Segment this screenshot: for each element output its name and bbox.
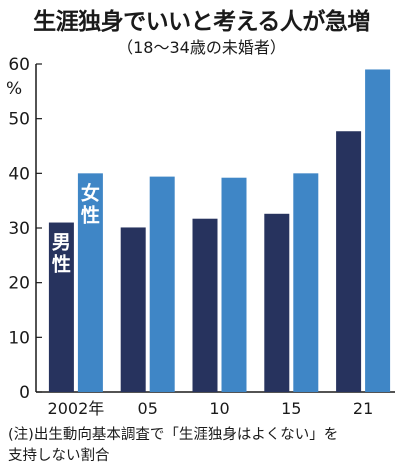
y-tick-label: 20 — [8, 274, 30, 294]
y-tick-label: 50 — [8, 110, 30, 130]
footnote: (注)出生動向基本調査で「生涯独身はよくない」を 支持しない割合 — [8, 425, 400, 467]
bar-female — [365, 69, 391, 392]
series-label-male: 男性 — [52, 232, 71, 276]
bar-male — [336, 131, 362, 393]
bar-female — [293, 173, 319, 392]
chart-title: 生涯独身でいいと考える人が急増 — [33, 9, 370, 35]
y-tick-label: 10 — [8, 328, 30, 348]
x-tick-label: 10 — [209, 399, 229, 418]
chart-subtitle: （18〜34歳の未婚者） — [117, 38, 286, 57]
bar-female — [149, 176, 175, 392]
x-tick-label: 2002年 — [48, 399, 105, 418]
bar-female — [77, 173, 103, 392]
bar-male — [120, 227, 146, 392]
x-tick-label: 21 — [353, 399, 373, 418]
bar-male — [48, 222, 74, 392]
x-tick-label: 05 — [138, 399, 158, 418]
bar-male — [264, 213, 290, 392]
footnote-line-2: 支持しない割合 — [8, 448, 110, 464]
bar-female — [221, 177, 247, 392]
bar-male — [192, 218, 218, 392]
y-tick-label: 0 — [19, 383, 30, 403]
y-tick-label: 40 — [8, 164, 30, 184]
x-tick-label: 15 — [281, 399, 301, 418]
y-tick-label: 60 — [8, 55, 30, 75]
y-unit-label: % — [6, 79, 22, 99]
y-tick-label: 30 — [8, 219, 30, 239]
series-label-female: 女性 — [81, 181, 100, 226]
footnote-line-1: (注)出生動向基本調査で「生涯独身はよくない」を — [8, 427, 339, 443]
